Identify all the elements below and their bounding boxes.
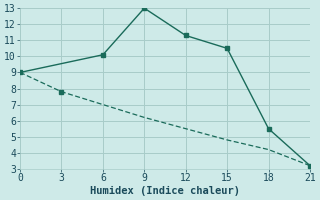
- X-axis label: Humidex (Indice chaleur): Humidex (Indice chaleur): [90, 186, 240, 196]
